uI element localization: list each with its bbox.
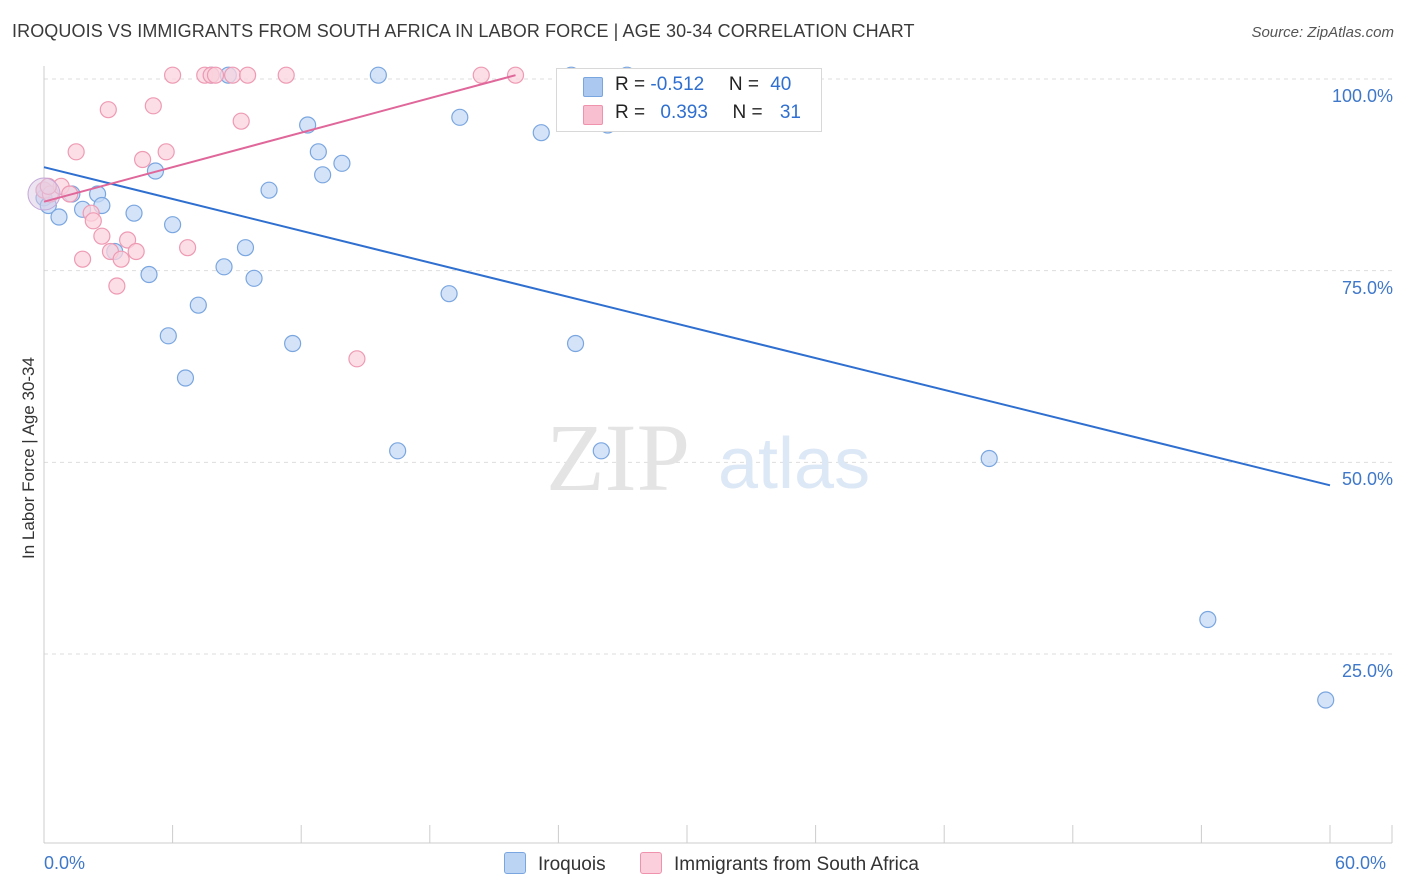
x-tick-label-min: 0.0%: [44, 853, 86, 873]
data-point: [369, 66, 387, 84]
y-tick-label: 50.0%: [1341, 469, 1393, 490]
y-tick-label: 75.0%: [1341, 277, 1393, 298]
south-africa-points: [27, 66, 525, 368]
watermark: ZIP atlas: [546, 404, 870, 511]
data-point: [99, 101, 117, 119]
data-point: [232, 112, 250, 130]
iroquois-points: [35, 66, 1335, 709]
data-point: [215, 258, 233, 276]
legend-n-value: 31: [779, 102, 801, 123]
cluster-point: [27, 177, 61, 211]
data-point: [314, 166, 332, 184]
legend-swatch-iroquois: [583, 77, 603, 97]
data-point: [157, 143, 175, 161]
data-point: [118, 231, 137, 249]
data-point: [309, 143, 327, 161]
data-point: [112, 250, 130, 268]
data-point: [125, 204, 143, 222]
data-point: [472, 66, 490, 84]
bottom-legend-iroquois: Iroquois: [504, 852, 606, 876]
data-point: [1199, 610, 1217, 629]
data-point: [284, 334, 302, 353]
bottom-legend-label-iroquois: Iroquois: [538, 854, 606, 875]
data-point: [164, 216, 182, 234]
data-point: [108, 277, 126, 295]
data-point: [277, 66, 295, 84]
bottom-legend-label-south-africa: Immigrants from South Africa: [674, 854, 919, 875]
data-point: [224, 66, 242, 84]
legend-n-value: 40: [770, 74, 792, 95]
data-point: [236, 239, 255, 257]
data-point: [333, 154, 351, 172]
legend-r-value: 0.393: [660, 102, 708, 123]
data-point: [133, 150, 152, 169]
bottom-legend-south-africa: Immigrants from South Africa: [640, 852, 919, 876]
data-point: [179, 239, 197, 257]
data-point: [164, 66, 182, 84]
source-label: Source: ZipAtlas.com: [1251, 24, 1394, 41]
data-point: [451, 108, 469, 126]
data-point: [73, 250, 92, 268]
y-tick-label: 100.0%: [1331, 86, 1393, 106]
data-point: [245, 269, 263, 287]
data-point: [260, 181, 278, 199]
data-point: [1317, 691, 1335, 709]
data-point: [140, 265, 158, 284]
legend-n-label: N =: [728, 74, 765, 95]
y-tick-label: 25.0%: [1341, 661, 1393, 681]
data-point: [348, 350, 366, 368]
grid-lines: [44, 78, 1392, 655]
watermark-atlas: atlas: [718, 424, 870, 504]
data-point: [176, 369, 195, 387]
legend-n-label: N =: [732, 102, 768, 123]
x-tick-label-max: 60.0%: [1335, 853, 1387, 873]
data-point: [93, 227, 111, 245]
data-point: [206, 66, 225, 84]
data-point: [980, 449, 998, 468]
data-point: [159, 327, 177, 345]
bottom-legend-swatch-south-africa: [640, 852, 662, 874]
data-point: [532, 124, 550, 142]
axes: [43, 66, 1393, 844]
data-point: [592, 442, 610, 460]
trend-line: [43, 166, 1331, 487]
data-point: [189, 296, 207, 314]
legend-swatch-south-africa: [583, 105, 603, 125]
data-point: [440, 285, 458, 303]
legend-r-value: -0.512: [650, 74, 705, 95]
legend-r-label: R =: [615, 102, 651, 123]
data-point: [50, 208, 68, 226]
correlation-legend: R = -0.512 N = 40 R = 0.393 N = 31: [556, 68, 822, 132]
data-point: [127, 242, 145, 261]
data-point: [239, 66, 257, 84]
chart-title: IROQUOIS VS IMMIGRANTS FROM SOUTH AFRICA…: [12, 21, 915, 41]
data-point: [144, 97, 162, 115]
data-point: [389, 442, 407, 460]
legend-r-label: R =: [615, 74, 651, 95]
watermark-zip: ZIP: [546, 404, 690, 511]
data-point: [67, 143, 85, 161]
trend-lines: [43, 74, 1331, 487]
data-point: [566, 334, 585, 353]
bottom-legend-swatch-iroquois: [504, 852, 526, 874]
trend-line: [43, 74, 516, 203]
data-point: [84, 212, 102, 230]
